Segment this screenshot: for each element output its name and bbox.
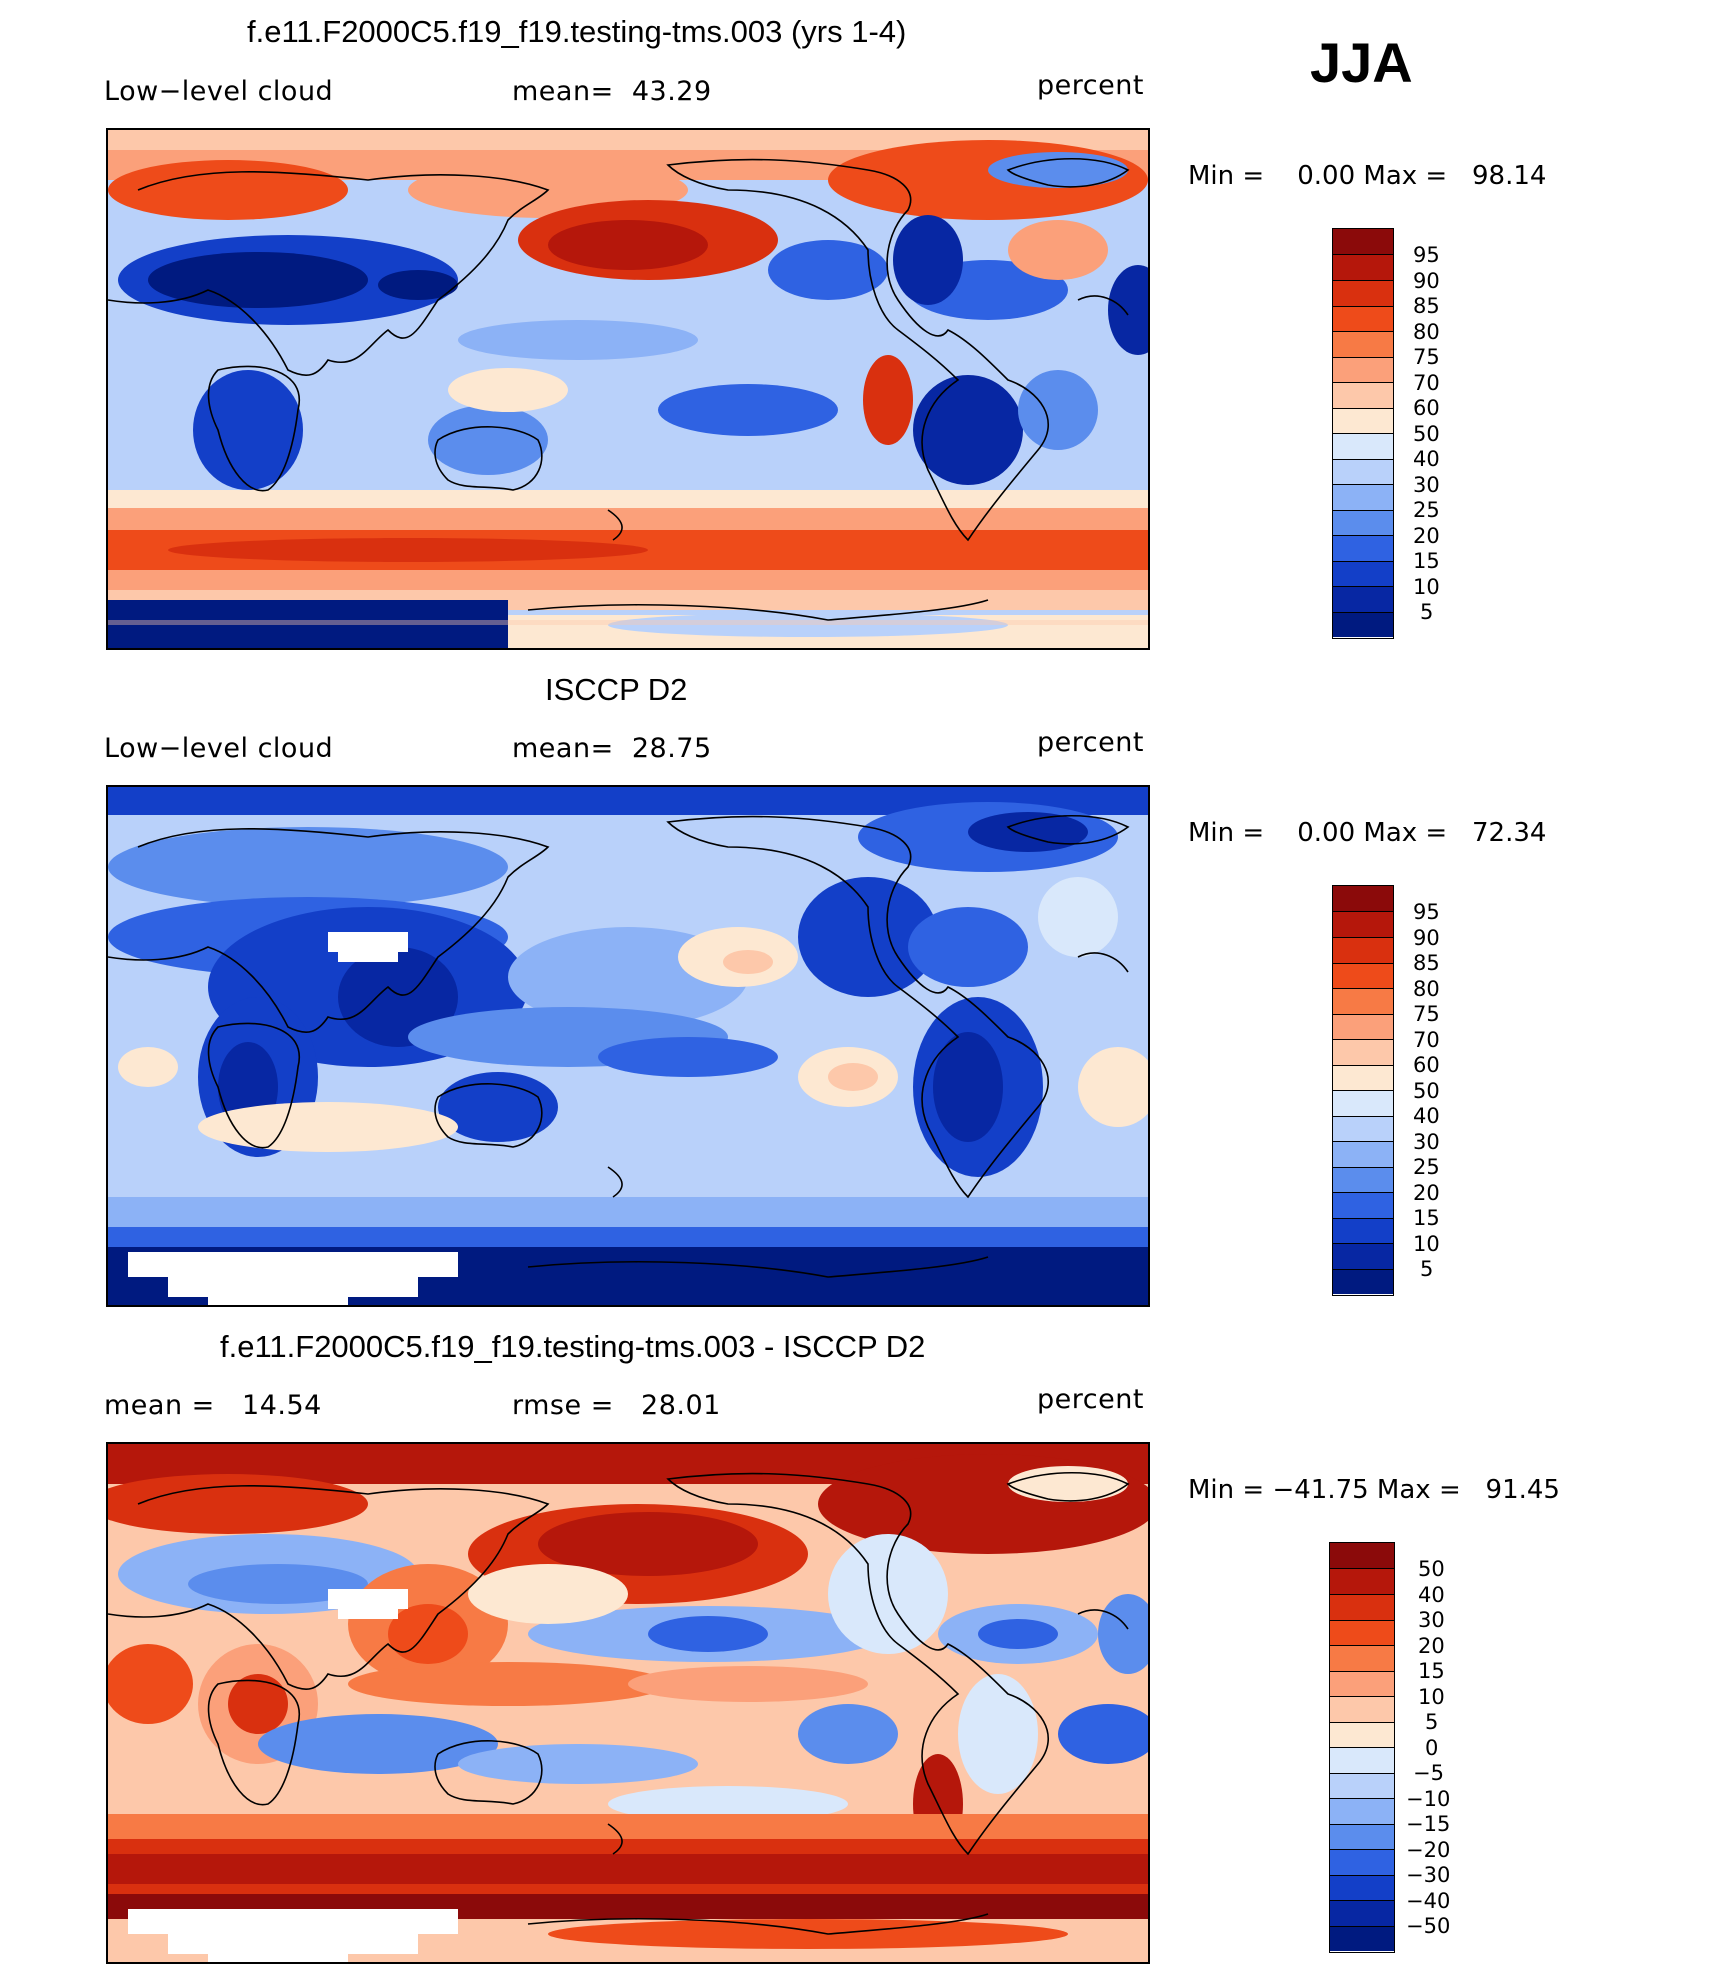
colorbar-label: 20 (1418, 1634, 1445, 1658)
min-max-label: Min = 0.00 Max = 98.14 (1188, 161, 1547, 191)
colorbar-label: 95 (1413, 900, 1440, 924)
colorbar-label: 30 (1418, 1608, 1445, 1632)
colorbar-label: −15 (1406, 1812, 1451, 1836)
colorbar-label: 40 (1418, 1583, 1445, 1607)
colorbar-label: −40 (1406, 1889, 1451, 1913)
units-label: percent (1037, 727, 1144, 758)
colorbar-label: −20 (1406, 1838, 1451, 1862)
colorbar-label: 75 (1413, 1002, 1440, 1026)
colorbar-label: 10 (1413, 575, 1440, 599)
colorbar-label: −5 (1413, 1761, 1444, 1785)
colorbar-label: 5 (1425, 1710, 1439, 1734)
colorbar-label: 50 (1418, 1557, 1445, 1581)
colorbar-label: −10 (1406, 1787, 1451, 1811)
colorbar-label: 70 (1413, 371, 1440, 395)
map-low-cloud-isccp (106, 785, 1150, 1307)
colorbar-label: 60 (1413, 396, 1440, 420)
colorbar-label: 10 (1413, 1232, 1440, 1256)
variable-label: Low−level cloud (104, 76, 334, 107)
map-low-cloud-difference (106, 1442, 1150, 1964)
colorbar-label: 30 (1413, 473, 1440, 497)
colorbar-label: 95 (1413, 243, 1440, 267)
colorbar-label: 50 (1413, 422, 1440, 446)
colorbar-label: 40 (1413, 447, 1440, 471)
colorbar-label: 70 (1413, 1028, 1440, 1052)
map-low-cloud-model (106, 128, 1150, 650)
colorbar-label: 90 (1413, 926, 1440, 950)
colorbar-label: 5 (1420, 1257, 1434, 1281)
colorbar-label: 60 (1413, 1053, 1440, 1077)
season-label: JJA (1310, 31, 1413, 94)
colorbar-label: 30 (1413, 1130, 1440, 1154)
colorbar-label: 15 (1413, 1206, 1440, 1230)
colorbar-label: 10 (1418, 1685, 1445, 1709)
min-max-label: Min = −41.75 Max = 91.45 (1188, 1475, 1560, 1505)
colorbar-isccp (1332, 885, 1394, 1296)
colorbar-label: 20 (1413, 524, 1440, 548)
colorbar-difference (1329, 1542, 1395, 1953)
mean-label: mean = 14.54 (104, 1390, 322, 1421)
colorbar-label: 85 (1413, 294, 1440, 318)
colorbar-label: 40 (1413, 1104, 1440, 1128)
min-max-label: Min = 0.00 Max = 72.34 (1188, 818, 1547, 848)
colorbar-label: 5 (1420, 600, 1434, 624)
colorbar-label: 85 (1413, 951, 1440, 975)
colorbar-label: 0 (1425, 1736, 1439, 1760)
colorbar-label: 15 (1418, 1659, 1445, 1683)
units-label: percent (1037, 70, 1144, 101)
colorbar-label: 90 (1413, 269, 1440, 293)
panel-title: ISCCP D2 (545, 672, 688, 707)
colorbar-label: 75 (1413, 345, 1440, 369)
colorbar-label: 15 (1413, 549, 1440, 573)
colorbar-label: 50 (1413, 1079, 1440, 1103)
colorbar-label: −50 (1406, 1914, 1451, 1938)
colorbar-label: 25 (1413, 498, 1440, 522)
rmse-label: rmse = 28.01 (512, 1390, 721, 1421)
panel-title: f.e11.F2000C5.f19_f19.testing-tms.003 (y… (247, 14, 907, 49)
colorbar-label: −30 (1406, 1863, 1451, 1887)
variable-label: Low−level cloud (104, 733, 334, 764)
colorbar-label: 20 (1413, 1181, 1440, 1205)
colorbar-label: 25 (1413, 1155, 1440, 1179)
colorbar-label: 80 (1413, 977, 1440, 1001)
mean-label: mean= 43.29 (512, 76, 712, 107)
colorbar-model (1332, 228, 1394, 639)
colorbar-label: 80 (1413, 320, 1440, 344)
units-label: percent (1037, 1384, 1144, 1415)
panel-title: f.e11.F2000C5.f19_f19.testing-tms.003 - … (220, 1329, 926, 1364)
mean-label: mean= 28.75 (512, 733, 712, 764)
